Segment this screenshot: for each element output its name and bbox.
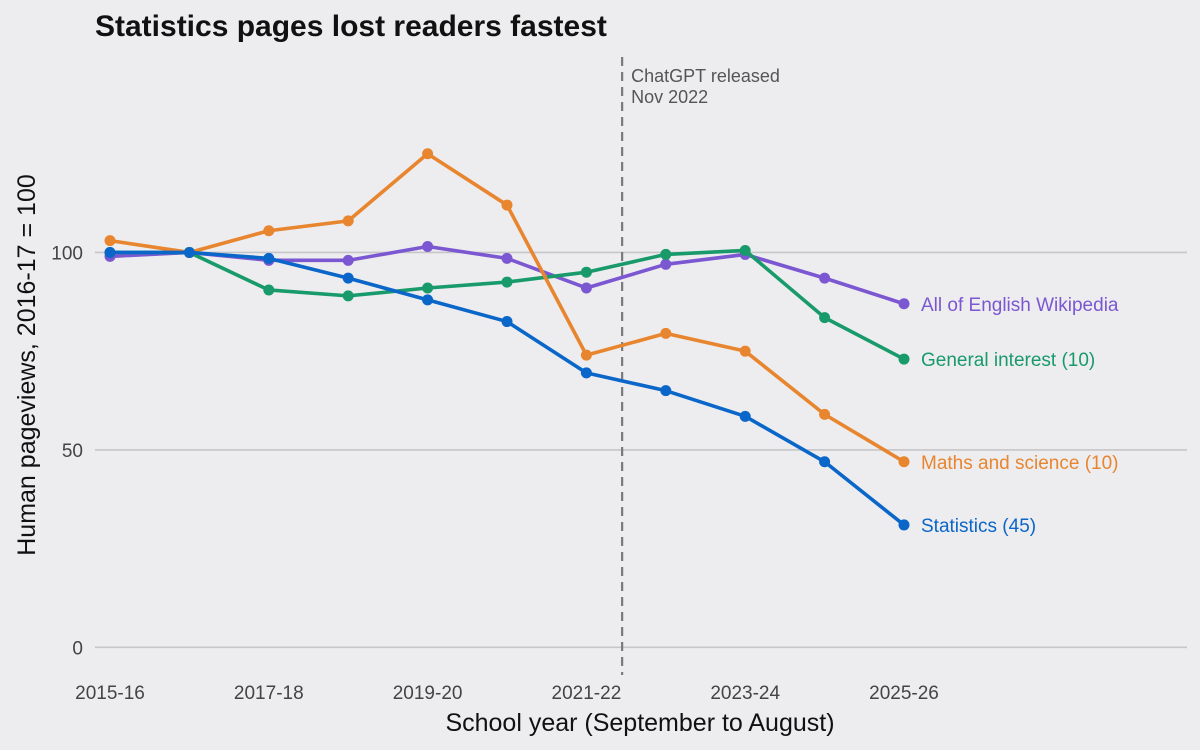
annotation-text: ChatGPT released Nov 2022 <box>631 66 780 107</box>
data-point <box>660 327 672 339</box>
data-point <box>501 316 513 328</box>
series-label: All of English Wikipedia <box>921 295 1119 316</box>
data-point <box>819 312 831 324</box>
data-point <box>819 408 831 420</box>
data-point <box>501 252 513 264</box>
data-point <box>660 258 672 270</box>
grid-lines <box>95 251 1187 649</box>
y-tick-labels: 0 50 100 <box>51 243 83 659</box>
data-point <box>501 199 513 211</box>
data-point <box>898 298 910 310</box>
x-tick-label: 2015-16 <box>75 683 145 704</box>
data-point <box>819 456 831 468</box>
data-point <box>501 276 513 288</box>
data-point <box>660 248 672 260</box>
data-point <box>898 353 910 365</box>
series-lines: All of English Wikipedia General interest… <box>104 148 1119 537</box>
annotation-line-0: ChatGPT released <box>631 66 780 86</box>
y-tick-label: 100 <box>51 243 83 264</box>
y-tick-label: 0 <box>72 638 83 659</box>
x-axis-title: School year (September to August) <box>445 709 834 737</box>
data-point <box>342 290 354 302</box>
data-point <box>104 235 116 247</box>
data-point <box>739 345 751 357</box>
series-3: Statistics (45) <box>104 246 1036 537</box>
x-tick-label: 2023-24 <box>710 683 780 704</box>
series-line <box>108 250 906 527</box>
data-point <box>342 215 354 227</box>
data-point <box>819 272 831 284</box>
data-point <box>422 294 434 306</box>
data-point <box>580 367 592 379</box>
x-tick-label: 2021-22 <box>552 683 622 704</box>
series-2: Maths and science (10) <box>104 148 1119 474</box>
data-point <box>898 519 910 531</box>
annotation-line-1: Nov 2022 <box>631 87 708 107</box>
x-tick-label: 2019-20 <box>393 683 463 704</box>
chart-title: Statistics pages lost readers fastest <box>95 10 607 43</box>
y-axis-title: Human pageviews, 2016-17 = 100 <box>13 174 41 556</box>
series-label: Maths and science (10) <box>921 453 1119 474</box>
data-point <box>263 252 275 264</box>
data-point <box>739 410 751 422</box>
x-tick-label: 2017-18 <box>234 683 304 704</box>
data-point <box>580 282 592 294</box>
series-label: General interest (10) <box>921 350 1095 371</box>
y-tick-label: 50 <box>62 441 83 462</box>
data-point <box>263 284 275 296</box>
data-point <box>660 385 672 397</box>
data-point <box>342 254 354 266</box>
series-label: Statistics (45) <box>921 516 1036 537</box>
data-point <box>263 225 275 237</box>
data-point <box>104 246 116 258</box>
x-tick-labels: 2015-16 2017-18 2019-20 2021-22 2023-24 2025-… <box>75 683 939 704</box>
x-tick-label: 2025-26 <box>869 683 939 704</box>
series-1: General interest (10) <box>104 244 1095 371</box>
data-point <box>422 148 434 160</box>
data-point <box>580 266 592 278</box>
chatgpt-annotation: ChatGPT released Nov 2022 <box>621 57 780 675</box>
data-point <box>422 282 434 294</box>
data-point <box>342 272 354 284</box>
data-point <box>898 456 910 468</box>
data-point <box>183 246 195 258</box>
data-point <box>739 244 751 256</box>
data-point <box>422 241 434 253</box>
data-point <box>580 349 592 361</box>
